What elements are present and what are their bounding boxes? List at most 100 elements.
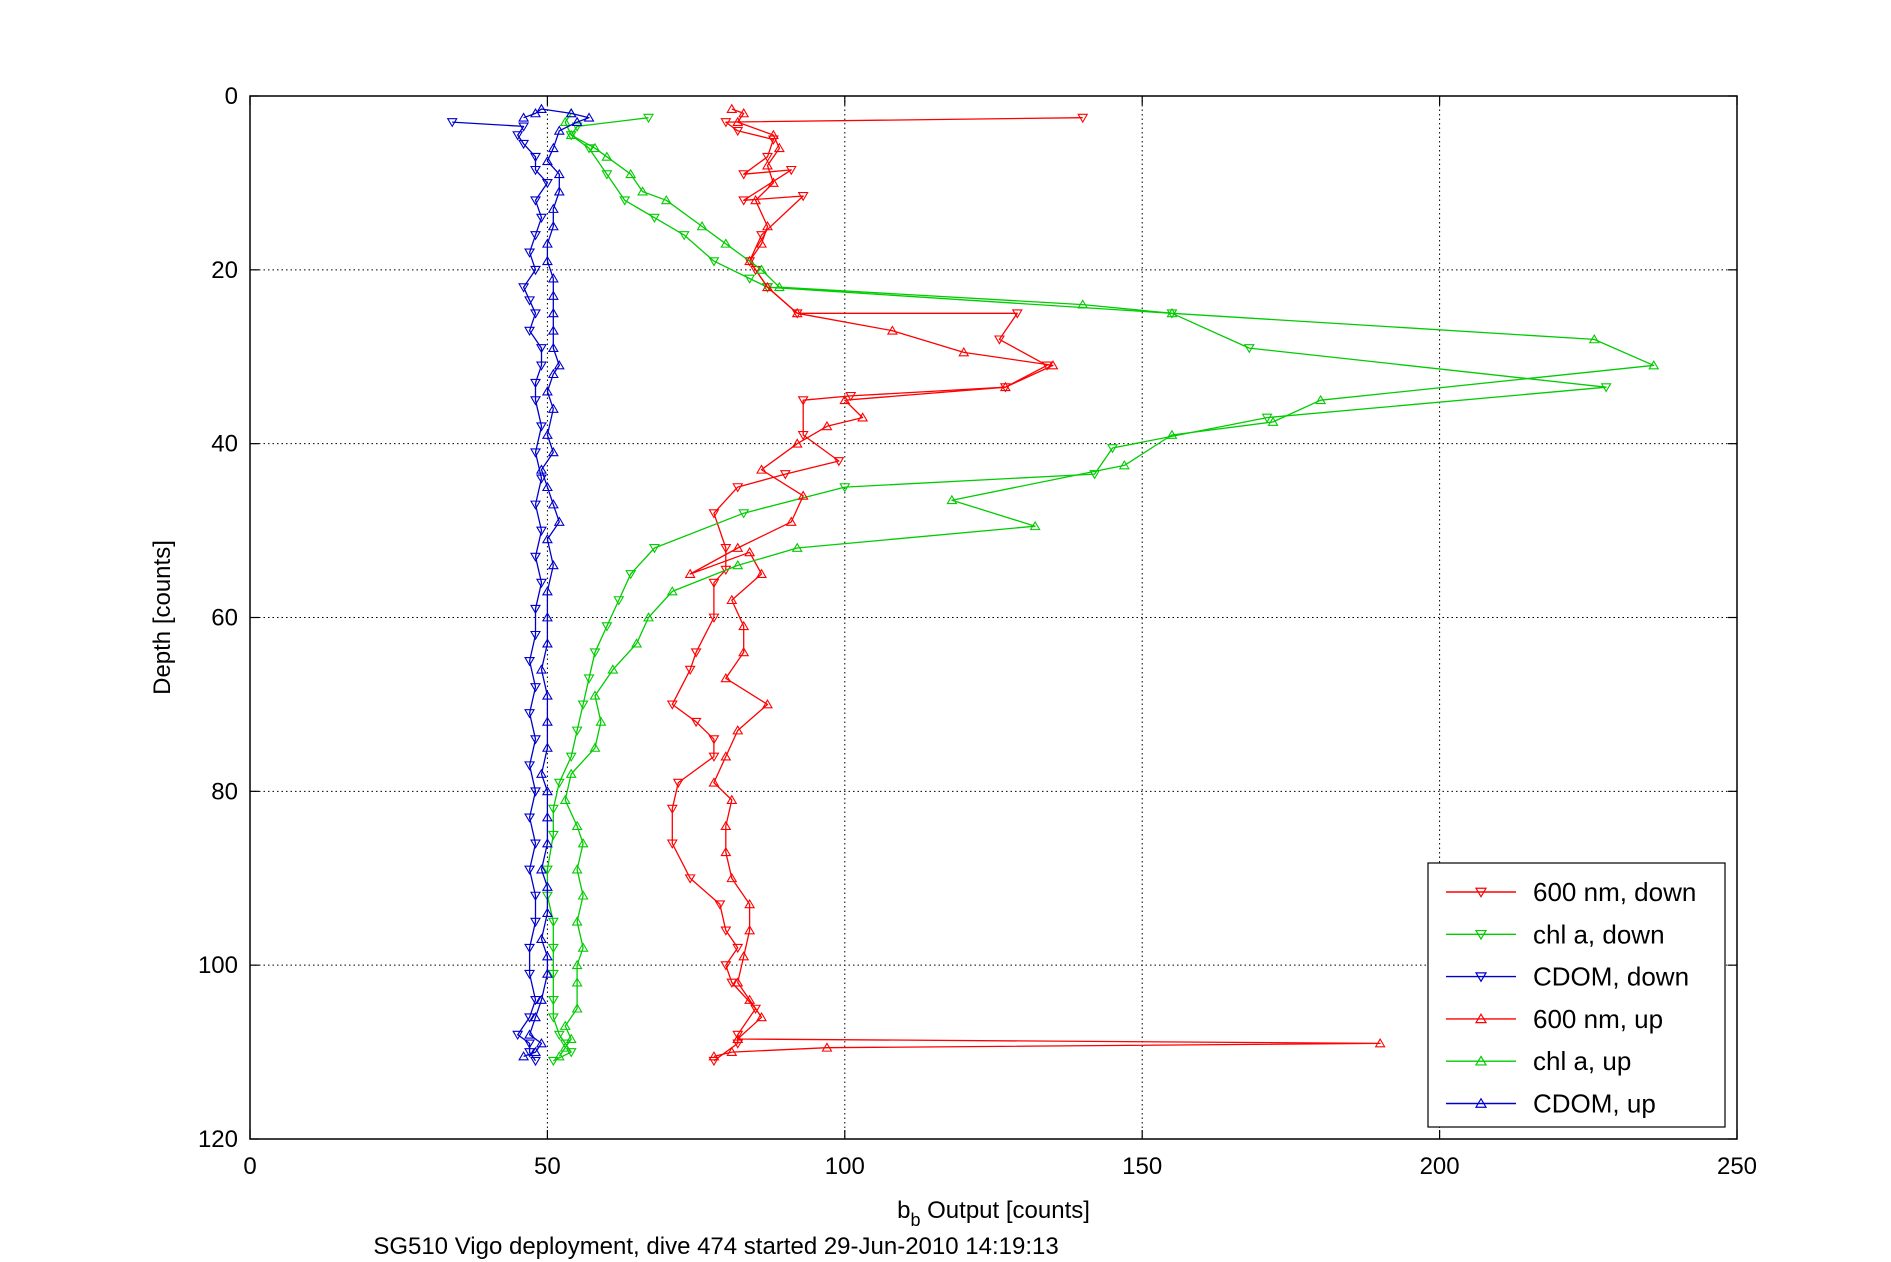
data-point bbox=[601, 622, 613, 632]
series-0 bbox=[666, 113, 1089, 1067]
data-point bbox=[535, 474, 547, 484]
data-point bbox=[1106, 444, 1118, 454]
data-point bbox=[750, 194, 762, 205]
data-point bbox=[553, 186, 565, 196]
data-point bbox=[446, 118, 458, 128]
data-point bbox=[720, 544, 732, 554]
data-point bbox=[607, 664, 619, 674]
x-tick-label: 0 bbox=[243, 1153, 256, 1180]
data-point bbox=[999, 381, 1011, 392]
data-point bbox=[666, 804, 678, 815]
y-tick-label: 80 bbox=[211, 778, 238, 805]
data-point bbox=[577, 700, 589, 710]
data-point bbox=[547, 273, 559, 283]
data-point bbox=[565, 752, 577, 762]
data-point bbox=[738, 108, 750, 118]
data-point bbox=[1077, 113, 1089, 124]
data-point bbox=[547, 943, 559, 954]
data-point bbox=[524, 943, 536, 954]
data-point bbox=[732, 542, 744, 552]
data-point bbox=[530, 378, 541, 389]
data-point bbox=[553, 516, 565, 526]
data-point bbox=[571, 726, 583, 736]
data-point bbox=[839, 483, 851, 493]
data-point bbox=[732, 1033, 744, 1043]
data-point bbox=[553, 1030, 565, 1041]
x-tick-label: 100 bbox=[825, 1153, 865, 1180]
data-point bbox=[1011, 309, 1023, 319]
data-point bbox=[530, 265, 541, 276]
data-point bbox=[530, 231, 541, 241]
data-point bbox=[541, 865, 553, 875]
data-point bbox=[1267, 416, 1279, 426]
data-point bbox=[845, 391, 857, 402]
legend-item: 600 nm, up bbox=[1446, 1004, 1663, 1034]
data-point bbox=[541, 612, 553, 622]
data-point bbox=[672, 778, 684, 789]
data-point bbox=[518, 122, 530, 132]
data-point bbox=[720, 238, 732, 248]
data-point bbox=[547, 917, 559, 928]
data-point bbox=[541, 533, 553, 544]
series-line bbox=[523, 108, 590, 1058]
data-point bbox=[649, 544, 660, 554]
data-point bbox=[773, 142, 785, 153]
data-point bbox=[708, 752, 720, 762]
legend-item: 600 nm, down bbox=[1446, 877, 1696, 907]
data-point bbox=[535, 664, 547, 674]
data-point bbox=[565, 768, 577, 778]
data-point bbox=[720, 118, 732, 128]
data-point bbox=[720, 751, 732, 761]
data-point bbox=[535, 103, 547, 113]
data-point bbox=[762, 221, 773, 231]
data-point bbox=[732, 126, 744, 137]
data-point bbox=[660, 194, 672, 205]
data-point bbox=[684, 874, 696, 884]
y-tick-label: 0 bbox=[225, 83, 238, 110]
x-axis-label: bb Output [counts] bbox=[897, 1197, 1090, 1230]
data-point bbox=[530, 500, 541, 510]
data-point bbox=[779, 470, 791, 480]
data-point bbox=[541, 716, 553, 726]
data-point bbox=[666, 839, 678, 849]
x-tick-label: 250 bbox=[1717, 1153, 1757, 1180]
legend-swatch-marker bbox=[1474, 972, 1488, 983]
data-point bbox=[595, 716, 607, 726]
data-point bbox=[530, 165, 541, 176]
legend-label: chl a, down bbox=[1533, 919, 1665, 949]
data-point bbox=[524, 1048, 536, 1058]
data-point bbox=[720, 672, 732, 683]
data-point bbox=[732, 725, 744, 735]
data-point bbox=[530, 309, 541, 319]
data-point bbox=[553, 125, 565, 135]
data-point bbox=[1648, 360, 1660, 370]
data-point bbox=[589, 690, 601, 700]
data-point bbox=[518, 283, 530, 293]
data-point bbox=[530, 1056, 541, 1067]
data-point bbox=[524, 296, 536, 306]
data-point bbox=[530, 839, 541, 849]
data-point bbox=[559, 116, 571, 126]
data-point bbox=[530, 108, 541, 118]
data-point bbox=[744, 898, 756, 909]
data-point bbox=[589, 142, 601, 153]
data-point bbox=[565, 1048, 577, 1058]
series-line bbox=[671, 117, 1083, 1062]
data-point bbox=[726, 103, 738, 113]
data-point bbox=[535, 361, 547, 371]
series-5 bbox=[518, 103, 595, 1061]
data-point bbox=[524, 1039, 536, 1049]
data-point bbox=[750, 265, 762, 276]
data-point bbox=[535, 213, 547, 224]
data-point bbox=[1029, 520, 1041, 531]
data-point bbox=[530, 917, 541, 928]
data-point bbox=[744, 274, 756, 284]
data-point bbox=[744, 994, 756, 1004]
data-point bbox=[530, 735, 541, 745]
data-point bbox=[732, 943, 744, 954]
data-point bbox=[767, 177, 779, 187]
legend-label: 600 nm, down bbox=[1533, 877, 1696, 907]
data-point bbox=[821, 420, 833, 431]
data-point bbox=[589, 648, 601, 658]
data-point bbox=[530, 1011, 541, 1022]
